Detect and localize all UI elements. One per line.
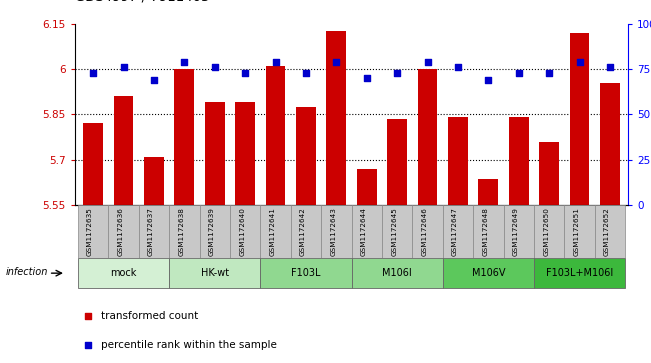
- FancyBboxPatch shape: [564, 205, 595, 258]
- Text: mock: mock: [110, 268, 137, 278]
- Text: F103L+M106I: F103L+M106I: [546, 268, 613, 278]
- Text: GSM1172646: GSM1172646: [422, 207, 428, 256]
- FancyBboxPatch shape: [382, 205, 412, 258]
- Text: GSM1172652: GSM1172652: [604, 207, 610, 256]
- Point: [544, 70, 555, 76]
- FancyBboxPatch shape: [108, 205, 139, 258]
- FancyBboxPatch shape: [412, 205, 443, 258]
- Point: [270, 59, 281, 65]
- Text: GSM1172649: GSM1172649: [513, 207, 519, 256]
- Bar: [387, 119, 407, 205]
- Bar: [260, 258, 352, 288]
- Text: GSM1172637: GSM1172637: [148, 207, 154, 256]
- Text: GSM1172645: GSM1172645: [391, 207, 397, 256]
- Point: [179, 59, 189, 65]
- Text: transformed count: transformed count: [101, 311, 198, 321]
- Point: [452, 64, 463, 70]
- Point: [514, 70, 524, 76]
- Text: GSM1172650: GSM1172650: [543, 207, 549, 256]
- FancyBboxPatch shape: [534, 205, 564, 258]
- Text: F103L: F103L: [291, 268, 321, 278]
- Text: GSM1172643: GSM1172643: [330, 207, 337, 256]
- Point: [331, 59, 342, 65]
- Text: GSM1172640: GSM1172640: [239, 207, 245, 256]
- Bar: [235, 102, 255, 205]
- Bar: [83, 123, 103, 205]
- Text: HK-wt: HK-wt: [201, 268, 229, 278]
- FancyBboxPatch shape: [443, 205, 473, 258]
- Text: GSM1172635: GSM1172635: [87, 207, 93, 256]
- Bar: [418, 69, 437, 205]
- Text: percentile rank within the sample: percentile rank within the sample: [101, 340, 277, 350]
- Point: [118, 64, 129, 70]
- Text: GSM1172642: GSM1172642: [300, 207, 306, 256]
- Point: [422, 59, 433, 65]
- FancyBboxPatch shape: [260, 205, 291, 258]
- Point: [88, 70, 98, 76]
- Point: [605, 64, 615, 70]
- FancyBboxPatch shape: [199, 205, 230, 258]
- FancyBboxPatch shape: [504, 205, 534, 258]
- Bar: [169, 258, 260, 288]
- Text: GSM1172639: GSM1172639: [209, 207, 215, 256]
- Point: [574, 59, 585, 65]
- Bar: [534, 258, 625, 288]
- Point: [483, 77, 493, 83]
- Point: [301, 70, 311, 76]
- Bar: [114, 96, 133, 205]
- Bar: [352, 258, 443, 288]
- Text: M106I: M106I: [382, 268, 412, 278]
- Text: GSM1172638: GSM1172638: [178, 207, 184, 256]
- Text: infection: infection: [6, 266, 48, 277]
- FancyBboxPatch shape: [595, 205, 625, 258]
- Text: GSM1172647: GSM1172647: [452, 207, 458, 256]
- Bar: [357, 169, 377, 205]
- Bar: [205, 102, 225, 205]
- Text: M106V: M106V: [471, 268, 505, 278]
- FancyBboxPatch shape: [321, 205, 352, 258]
- FancyBboxPatch shape: [291, 205, 321, 258]
- Text: GSM1172641: GSM1172641: [270, 207, 275, 256]
- Bar: [570, 33, 589, 205]
- Bar: [326, 31, 346, 205]
- Bar: [448, 117, 468, 205]
- FancyBboxPatch shape: [352, 205, 382, 258]
- Point: [361, 75, 372, 81]
- Text: GSM1172644: GSM1172644: [361, 207, 367, 256]
- Bar: [509, 117, 529, 205]
- Bar: [478, 179, 498, 205]
- Bar: [600, 83, 620, 205]
- Bar: [443, 258, 534, 288]
- Text: GDS4997 / 7911403: GDS4997 / 7911403: [75, 0, 210, 4]
- Bar: [296, 107, 316, 205]
- FancyBboxPatch shape: [139, 205, 169, 258]
- Point: [83, 342, 93, 348]
- Point: [83, 313, 93, 319]
- Bar: [539, 142, 559, 205]
- Text: GSM1172636: GSM1172636: [118, 207, 124, 256]
- Point: [148, 77, 159, 83]
- FancyBboxPatch shape: [230, 205, 260, 258]
- FancyBboxPatch shape: [78, 205, 108, 258]
- FancyBboxPatch shape: [473, 205, 504, 258]
- Bar: [144, 157, 164, 205]
- Bar: [266, 66, 285, 205]
- Text: GSM1172651: GSM1172651: [574, 207, 579, 256]
- Bar: [174, 69, 194, 205]
- Text: GSM1172648: GSM1172648: [482, 207, 488, 256]
- FancyBboxPatch shape: [169, 205, 199, 258]
- Point: [240, 70, 251, 76]
- Bar: [78, 258, 169, 288]
- Point: [210, 64, 220, 70]
- Point: [392, 70, 402, 76]
